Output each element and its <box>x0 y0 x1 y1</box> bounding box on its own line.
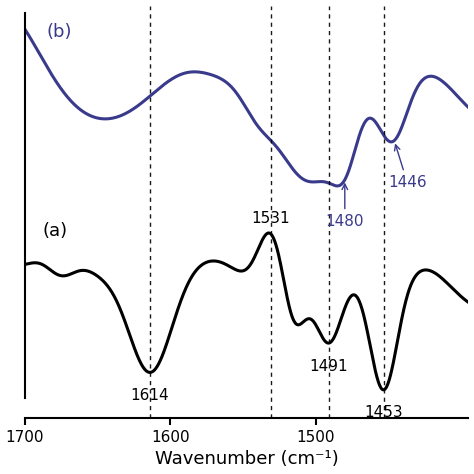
Text: 1491: 1491 <box>310 359 348 374</box>
Text: (a): (a) <box>42 222 67 240</box>
Text: 1480: 1480 <box>326 184 364 229</box>
Text: (b): (b) <box>46 23 72 41</box>
Text: 1614: 1614 <box>130 388 169 403</box>
Text: 1446: 1446 <box>388 145 427 190</box>
X-axis label: Wavenumber (cm⁻¹): Wavenumber (cm⁻¹) <box>155 450 338 468</box>
Text: 1453: 1453 <box>365 405 403 420</box>
Text: 1531: 1531 <box>251 211 290 226</box>
